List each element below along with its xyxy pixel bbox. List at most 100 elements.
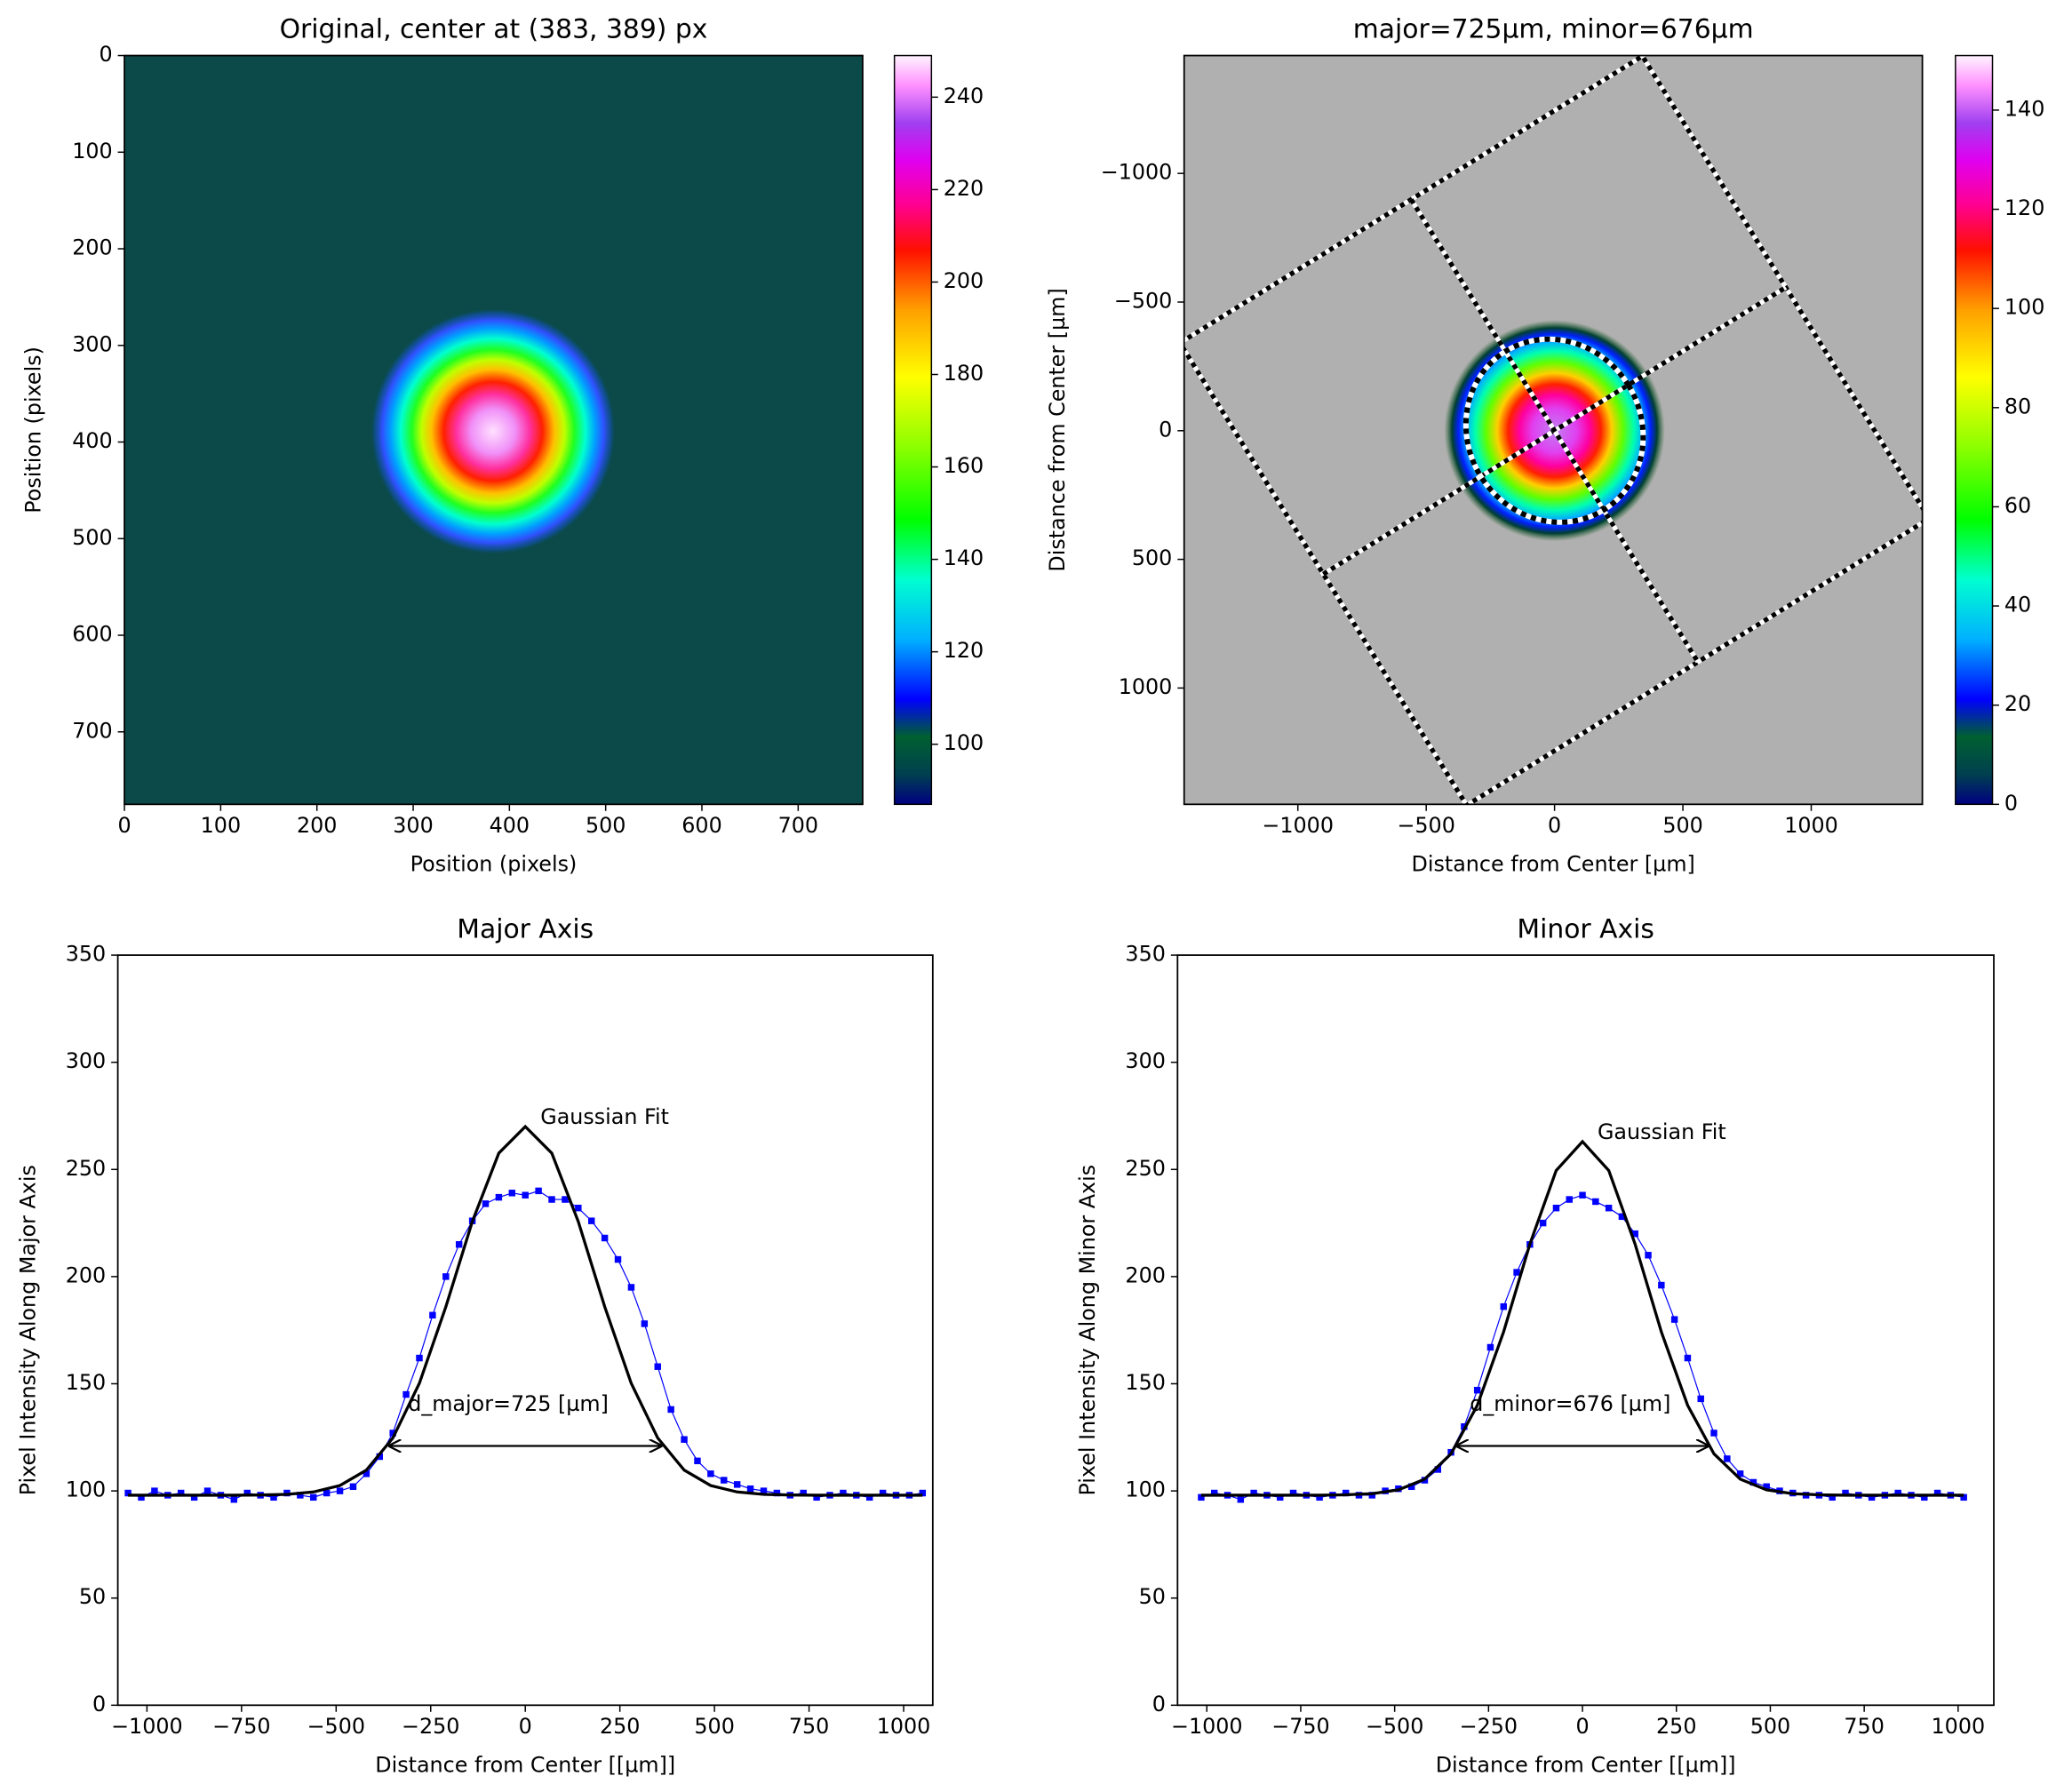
- x-tick-label: −1000: [1171, 1714, 1243, 1739]
- colorbar: [1955, 54, 1994, 806]
- data-point: [1342, 1489, 1350, 1497]
- y-tick-label: 150: [1125, 1370, 1165, 1395]
- data-point: [919, 1489, 927, 1497]
- data-point: [840, 1489, 847, 1497]
- data-point: [707, 1470, 714, 1477]
- y-tick-label: 300: [1125, 1048, 1165, 1073]
- y-tick-label: 1000: [1119, 674, 1173, 699]
- annotation: Gaussian Fit: [1598, 1119, 1726, 1144]
- x-tick-label: −750: [1271, 1714, 1329, 1739]
- data-point: [1500, 1302, 1507, 1310]
- data-point: [733, 1481, 741, 1488]
- axes-frame: [124, 54, 864, 806]
- profile-line: [127, 1190, 923, 1501]
- colorbar-tick-label: 20: [2004, 691, 2031, 716]
- data-point: [1631, 1230, 1638, 1238]
- fit-line: [1200, 1139, 1964, 1497]
- y-axis-label: Pixel Intensity Along Major Axis: [15, 1165, 40, 1495]
- y-tick-label: −500: [1114, 288, 1172, 313]
- x-tick-label: 500: [1750, 1714, 1790, 1739]
- y-tick-label: 100: [1125, 1477, 1165, 1502]
- data-point: [1933, 1489, 1941, 1497]
- data-point: [243, 1489, 251, 1497]
- data-point: [1921, 1493, 1928, 1501]
- x-tick-label: 700: [778, 813, 818, 838]
- data-point: [721, 1477, 728, 1484]
- y-tick-label: 250: [1125, 1156, 1165, 1181]
- colorbar-tick-label: 120: [2004, 195, 2044, 220]
- roi-rectangle: [1183, 55, 1923, 805]
- y-tick-label: 250: [66, 1156, 106, 1181]
- data-point: [1473, 1387, 1481, 1394]
- colorbar-tick-label: 0: [2004, 791, 2018, 816]
- data-point: [1250, 1489, 1257, 1497]
- y-tick-label: 350: [66, 942, 106, 967]
- chart-title: major=725µm, minor=676µm: [1353, 14, 1754, 45]
- data-point: [614, 1255, 622, 1263]
- data-point: [1579, 1191, 1586, 1199]
- plot-area: [124, 1124, 927, 1503]
- y-tick-label: 500: [72, 525, 112, 550]
- data-point: [1237, 1496, 1245, 1503]
- y-tick-label: 300: [66, 1048, 106, 1073]
- colorbar-tick-label: 220: [944, 176, 984, 201]
- data-point: [270, 1493, 277, 1501]
- data-point: [402, 1390, 410, 1398]
- colorbar-tick-label: 240: [944, 84, 984, 108]
- data-point: [548, 1196, 555, 1203]
- x-tick-label: 250: [600, 1714, 640, 1739]
- data-point: [627, 1284, 635, 1291]
- data-point: [482, 1200, 490, 1207]
- x-tick-label: 0: [1548, 813, 1561, 838]
- y-tick-label: 150: [66, 1370, 106, 1395]
- data-point: [1513, 1269, 1520, 1276]
- x-tick-label: −1000: [111, 1714, 183, 1739]
- colorbar-tick-label: 80: [2004, 394, 2031, 418]
- data-point: [800, 1489, 807, 1497]
- data-point: [1276, 1493, 1284, 1501]
- data-point: [1736, 1470, 1744, 1477]
- x-tick-label: 1000: [877, 1714, 931, 1739]
- axes-overlay: [1183, 55, 1923, 805]
- x-tick-label: 300: [393, 813, 433, 838]
- y-tick-label: 700: [72, 718, 112, 743]
- y-tick-label: 0: [1152, 1692, 1166, 1716]
- data-point: [1605, 1204, 1613, 1212]
- x-axis-label: Distance from Center [[µm]]: [375, 1752, 675, 1777]
- data-point: [641, 1320, 649, 1327]
- data-point: [376, 1453, 383, 1461]
- data-point: [535, 1187, 542, 1195]
- data-point: [1684, 1354, 1692, 1362]
- data-point: [138, 1493, 145, 1501]
- y-tick-label: 200: [66, 1262, 106, 1287]
- axes-frame: [1176, 954, 1995, 1707]
- y-tick-label: 200: [72, 235, 112, 260]
- y-tick-label: −1000: [1101, 160, 1173, 185]
- colorbar-tick-label: 100: [944, 730, 984, 755]
- colorbar-tick-label: 40: [2004, 593, 2031, 617]
- data-point: [813, 1493, 820, 1501]
- data-point: [746, 1485, 754, 1493]
- data-point: [654, 1363, 661, 1370]
- data-point: [230, 1496, 238, 1503]
- x-tick-label: 400: [490, 813, 530, 838]
- y-tick-label: 50: [79, 1584, 106, 1609]
- data-point: [1960, 1493, 1967, 1501]
- data-point: [879, 1489, 887, 1497]
- data-point: [336, 1487, 344, 1494]
- data-point: [190, 1493, 198, 1501]
- data-point: [1697, 1395, 1704, 1403]
- x-tick-label: 500: [1662, 813, 1702, 838]
- x-tick-label: −250: [402, 1714, 459, 1739]
- data-point: [1368, 1492, 1376, 1499]
- data-point: [667, 1406, 674, 1414]
- x-tick-label: 500: [586, 813, 626, 838]
- data-point: [1724, 1455, 1731, 1462]
- y-tick-label: 500: [1132, 546, 1172, 570]
- y-tick-label: 50: [1139, 1584, 1166, 1609]
- data-point: [1710, 1430, 1717, 1437]
- data-point: [1829, 1493, 1836, 1501]
- data-point: [1434, 1466, 1442, 1473]
- data-point: [1316, 1493, 1323, 1501]
- y-tick-label: 600: [72, 622, 112, 647]
